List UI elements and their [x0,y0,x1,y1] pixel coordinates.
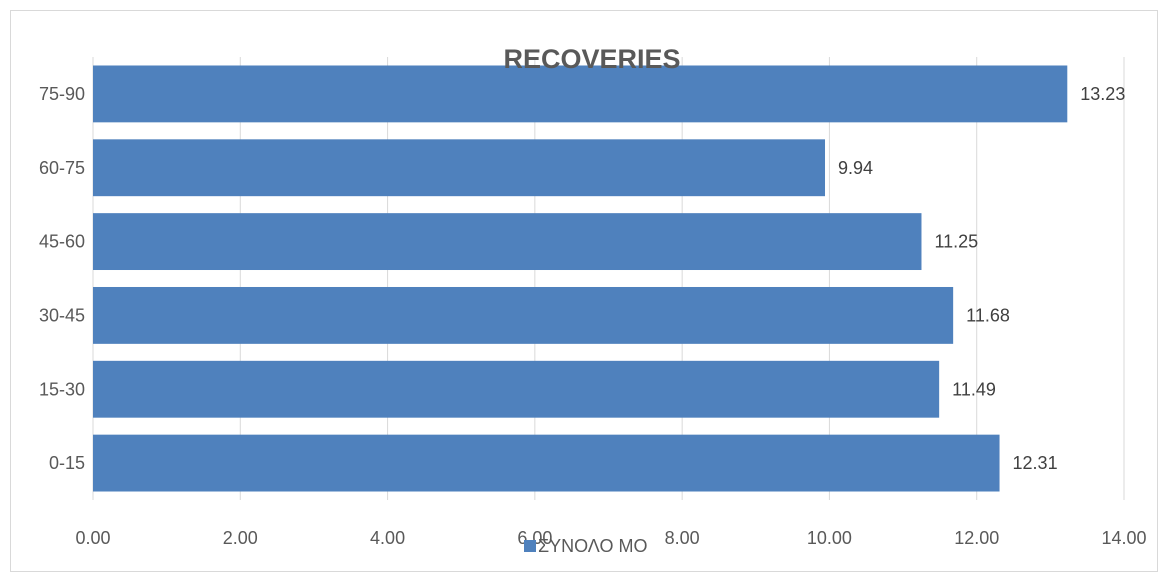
y-tick-label: 30-45 [39,305,85,325]
bar [93,286,954,344]
x-tick-label: 14.00 [1101,528,1146,548]
bar [93,213,922,271]
legend: ΣΥΝΟΛΟ ΜΟ [524,536,647,556]
data-label: 11.68 [966,305,1010,325]
y-tick-label: 15-30 [39,379,85,399]
chart-title: RECOVERIES [503,44,680,74]
bar [93,65,1068,123]
y-tick-label: 60-75 [39,158,85,178]
legend-label: ΣΥΝΟΛΟ ΜΟ [538,536,647,556]
x-tick-label: 2.00 [223,528,258,548]
data-label: 11.25 [934,232,978,252]
y-axis-ticks: 0-15 15-30 30-45 45-60 60-75 75-90 [39,84,85,473]
legend-swatch [524,540,536,552]
x-axis-ticks: 0.00 2.00 4.00 6.00 8.00 10.00 12.00 14.00 [75,528,1146,548]
data-label: 9.94 [838,158,873,178]
bar [93,360,940,418]
y-tick-label: 45-60 [39,232,85,252]
x-tick-label: 12.00 [954,528,999,548]
x-tick-label: 0.00 [75,528,110,548]
data-label: 13.23 [1080,84,1125,104]
x-tick-label: 4.00 [370,528,405,548]
bar [93,434,1000,492]
bar [93,139,826,197]
data-labels: 12.31 11.49 11.68 11.25 9.94 13.23 [838,84,1125,473]
x-tick-label: 10.00 [807,528,852,548]
x-tick-label: 8.00 [665,528,700,548]
y-tick-label: 0-15 [49,453,85,473]
y-tick-label: 75-90 [39,84,85,104]
bars [93,65,1068,492]
data-label: 11.49 [952,379,996,399]
data-label: 12.31 [1013,453,1058,473]
gridlines [92,57,1125,500]
